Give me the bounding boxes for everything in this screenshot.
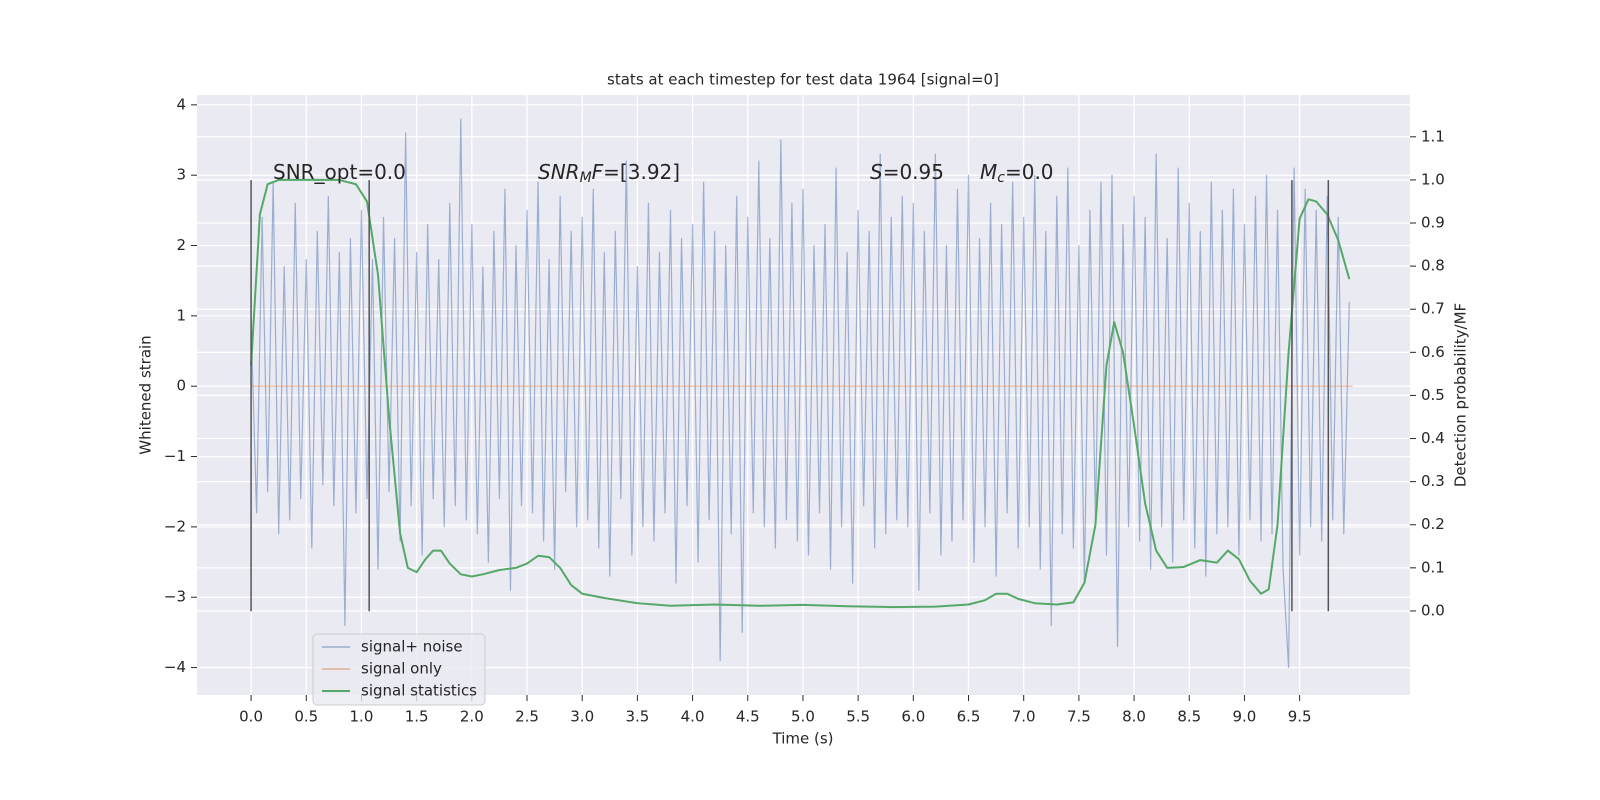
y2-tick-label: 0.6 [1421, 343, 1445, 361]
x-tick-label: 9.0 [1233, 708, 1257, 726]
series-line [250, 178, 1351, 609]
series-line [250, 118, 1350, 669]
legend-box [312, 633, 486, 706]
annotation-part: M [580, 170, 592, 186]
annotation-part: =0.0 [1005, 160, 1054, 184]
y2-tick-label: 0.0 [1421, 601, 1445, 619]
x-tick-label: 1.5 [405, 708, 429, 726]
x-tick-label: 3.0 [570, 708, 594, 726]
x-tick-label: 0.5 [294, 708, 318, 726]
y2-tick-label: 0.2 [1421, 515, 1445, 533]
x-tick-label: 4.0 [681, 708, 705, 726]
annotation: Mc=0.0 [980, 160, 1054, 187]
y-tick-label: −2 [164, 517, 186, 535]
y2-tick-label: 0.7 [1421, 300, 1445, 318]
x-tick-label: 8.5 [1177, 708, 1201, 726]
annotation-part: =[3.92] [603, 160, 680, 184]
x-tick-label: 1.0 [350, 708, 374, 726]
legend-label: signal+ noise [361, 638, 463, 656]
y2-tick-label: 1.1 [1421, 127, 1445, 145]
y2-tick-label: 0.8 [1421, 257, 1445, 275]
y2-tick-label: 0.1 [1421, 558, 1445, 576]
y2-axis-label: Detection probability/MF [1452, 303, 1470, 487]
x-tick-label: 3.5 [625, 708, 649, 726]
y2-tick-label: 0.4 [1421, 429, 1445, 447]
y-tick-label: 1 [176, 306, 186, 324]
annotation: SNRMF=[3.92] [538, 160, 680, 187]
x-tick-label: 4.5 [736, 708, 760, 726]
annotation-part: M [980, 160, 997, 184]
x-tick-label: 5.5 [846, 708, 870, 726]
annotation: S=0.95 [870, 160, 944, 184]
y-tick-label: 3 [176, 166, 186, 184]
x-tick-label: 6.0 [901, 708, 925, 726]
chart-title: stats at each timestep for test data 196… [607, 71, 999, 89]
y-tick-label: −1 [164, 447, 186, 465]
y-tick-label: −3 [164, 588, 186, 606]
annotation-part: SNR [538, 160, 580, 184]
annotation-part: =0.95 [883, 160, 944, 184]
x-tick-label: 6.5 [957, 708, 981, 726]
x-tick-label: 0.0 [239, 708, 263, 726]
x-tick-label: 8.0 [1122, 708, 1146, 726]
x-tick-label: 7.0 [1012, 708, 1036, 726]
y-tick-label: 4 [176, 95, 186, 113]
x-tick-label: 2.5 [515, 708, 539, 726]
annotation: SNR_opt=0.0 [273, 160, 406, 184]
y-tick-label: 2 [176, 236, 186, 254]
annotation-part: SNR_opt=0.0 [273, 160, 406, 184]
x-axis-label: Time (s) [772, 730, 834, 748]
annotation-part: c [997, 170, 1005, 186]
y2-tick-label: 0.5 [1421, 386, 1445, 404]
legend-label: signal only [361, 660, 442, 678]
x-tick-label: 2.0 [460, 708, 484, 726]
annotation-part: F [592, 160, 604, 184]
annotation-part: S [870, 160, 883, 184]
y-tick-label: 0 [176, 377, 186, 395]
y-tick-label: −4 [164, 658, 186, 676]
x-tick-label: 9.5 [1288, 708, 1312, 726]
legend-label: signal statistics [361, 682, 477, 700]
y2-tick-label: 0.9 [1421, 214, 1445, 232]
y2-tick-label: 0.3 [1421, 472, 1445, 490]
y-axis-label: Whitened strain [137, 335, 155, 454]
x-tick-label: 5.0 [791, 708, 815, 726]
y2-tick-label: 1.0 [1421, 170, 1445, 188]
x-tick-label: 7.5 [1067, 708, 1091, 726]
